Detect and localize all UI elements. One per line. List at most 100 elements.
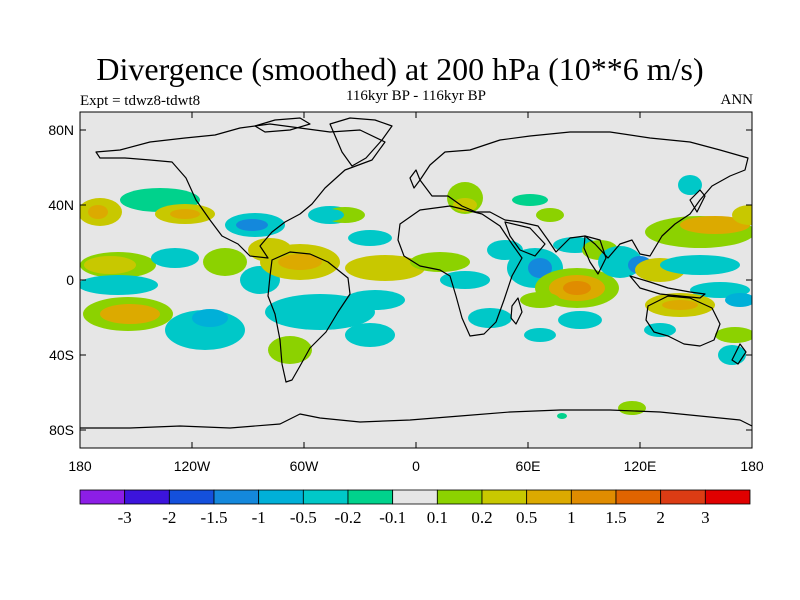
divergence-contour — [558, 311, 602, 329]
indonesia-coast — [629, 275, 706, 299]
colorbar-swatch — [213, 489, 260, 505]
colorbar-label: 1 — [567, 508, 576, 527]
divergence-contour — [278, 254, 322, 270]
divergence-contour — [345, 323, 395, 347]
divergence-contour — [512, 194, 548, 206]
divergence-contour — [618, 401, 646, 415]
colorbar-label: -3 — [117, 508, 132, 527]
colorbar-swatch — [481, 489, 528, 505]
divergence-contour — [80, 275, 158, 295]
divergence-contour — [170, 209, 200, 219]
divergence-contour — [644, 323, 676, 337]
divergence-contour — [203, 248, 247, 276]
experiment-label: Expt = tdwz8-tdwt8 — [80, 93, 201, 109]
colorbar-swatch — [392, 489, 438, 505]
divergence-contour — [680, 216, 750, 234]
divergence-contour — [715, 327, 752, 343]
divergence-contour — [192, 309, 228, 327]
madagascar-coast — [510, 297, 523, 325]
lat-label-0: 0 — [66, 272, 74, 288]
colorbar-label: 0.5 — [516, 508, 538, 527]
divergence-contour — [524, 328, 556, 342]
antarctica-coast — [80, 409, 752, 429]
colorbar-swatch — [570, 489, 617, 505]
new-zealand-coast — [731, 343, 747, 365]
plot-title: Divergence (smoothed) at 200 hPa (10**6 … — [96, 51, 704, 87]
colorbar — [79, 489, 751, 505]
divergence-contour — [732, 205, 752, 225]
colorbar-swatch — [526, 489, 572, 505]
colorbar-swatch — [436, 489, 483, 505]
arctic-islands-coast — [254, 117, 311, 133]
map-background — [80, 112, 752, 448]
map-ticks — [80, 112, 752, 448]
divergence-contour — [563, 281, 591, 295]
lon-label-60e: 60E — [515, 458, 541, 474]
divergence-contour — [236, 219, 268, 231]
greenland-coast — [329, 117, 393, 167]
colorbar-label: 0.2 — [471, 508, 493, 527]
divergence-contour — [718, 345, 746, 365]
divergence-contour — [528, 258, 552, 278]
colorbar-swatch — [615, 489, 662, 505]
colorbar-swatch — [168, 489, 215, 505]
divergence-contour — [662, 300, 698, 310]
colorbar-swatch — [124, 489, 170, 505]
colorbar-label: 0.1 — [426, 508, 448, 527]
divergence-contour — [100, 304, 160, 324]
colorbar-swatch — [704, 489, 751, 505]
colorbar-label: 1.5 — [605, 508, 627, 527]
africa-coast — [397, 205, 523, 337]
lon-label-0: 0 — [412, 458, 420, 474]
divergence-contour — [345, 255, 425, 281]
divergence-contour — [268, 336, 312, 364]
colorbar-label: -1 — [251, 508, 266, 527]
lon-label-120w: 120W — [173, 458, 211, 474]
divergence-contours — [80, 175, 752, 419]
season-label: ANN — [720, 92, 754, 108]
divergence-contour — [557, 413, 567, 419]
japan-coast — [689, 189, 706, 213]
uk-coast — [409, 169, 421, 189]
divergence-contour — [410, 252, 470, 272]
divergence-contour — [440, 271, 490, 289]
divergence-contour — [151, 248, 199, 268]
divergence-contour — [660, 255, 740, 275]
colorbar-label: 3 — [701, 508, 710, 527]
divergence-contour — [348, 230, 392, 246]
lat-label-80n: 80N — [48, 122, 74, 138]
colorbar-swatch — [347, 489, 394, 505]
divergence-contour — [345, 290, 405, 310]
eurasia-coast — [419, 131, 749, 259]
colorbar-swatch — [79, 489, 126, 505]
australia-coast — [645, 295, 721, 347]
south-america-coast — [267, 251, 351, 383]
lon-label-180e: 180 — [740, 458, 764, 474]
colorbar-swatch — [660, 489, 706, 505]
lat-label-40n: 40N — [48, 197, 74, 213]
divergence-contour — [88, 205, 108, 219]
colorbar-swatch — [302, 489, 349, 505]
divergence-contour — [678, 175, 702, 195]
colorbar-label: 2 — [656, 508, 665, 527]
colorbar-label: -1.5 — [200, 508, 228, 527]
lon-label-60w: 60W — [289, 458, 319, 474]
colorbar-label: -0.5 — [289, 508, 317, 527]
colorbar-swatch — [258, 489, 304, 505]
divergence-contour — [725, 293, 752, 307]
divergence-contour — [536, 208, 564, 222]
lon-label-120e: 120E — [623, 458, 657, 474]
divergence-contour — [84, 256, 136, 274]
colorbar-label: -2 — [162, 508, 177, 527]
lat-label-80s: 80S — [49, 422, 74, 438]
lat-label-40s: 40S — [49, 347, 74, 363]
colorbar-label: -0.1 — [379, 508, 407, 527]
divergence-contour — [468, 308, 512, 328]
lon-label-180w: 180 — [68, 458, 92, 474]
coastlines — [80, 117, 752, 429]
india-coast — [583, 235, 607, 275]
divergence-contour — [520, 292, 560, 308]
arabia-coast — [504, 221, 546, 257]
north-america-coast — [95, 123, 386, 259]
